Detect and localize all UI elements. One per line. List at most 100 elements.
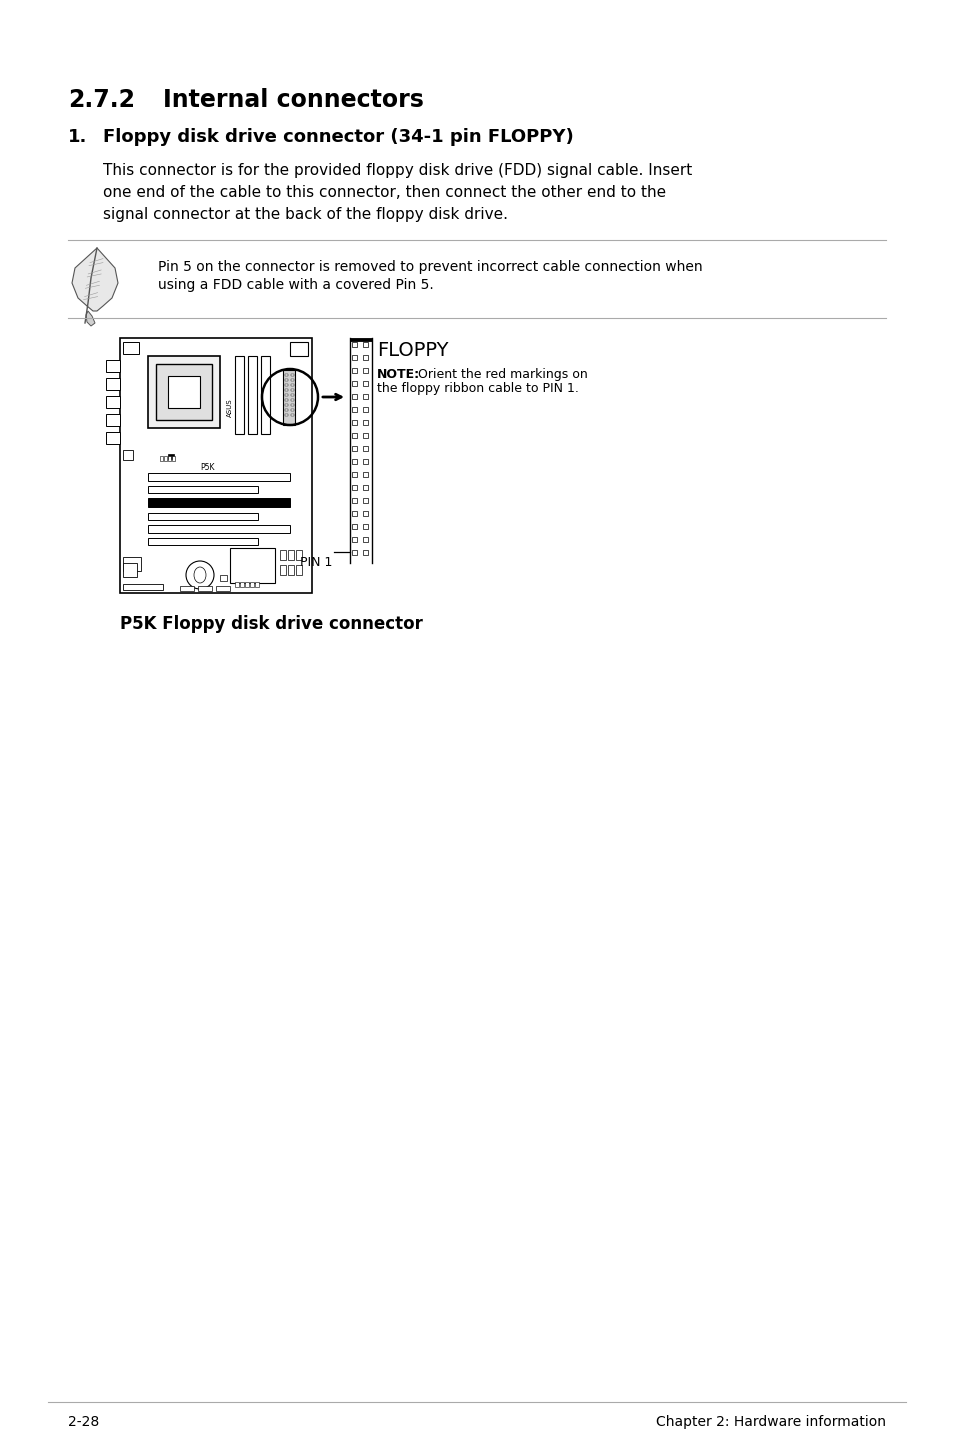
Bar — [291, 384, 294, 385]
Text: 1.: 1. — [68, 128, 88, 147]
Bar — [288, 565, 294, 575]
Bar — [285, 384, 288, 385]
Text: Internal connectors: Internal connectors — [163, 88, 423, 112]
Bar — [352, 355, 356, 360]
Bar — [291, 408, 294, 411]
Bar — [123, 450, 132, 460]
Bar — [352, 485, 356, 490]
Text: ASUS: ASUS — [227, 398, 233, 417]
Bar — [106, 431, 120, 444]
Bar — [290, 342, 308, 357]
Bar — [363, 446, 368, 452]
Bar — [291, 404, 294, 406]
Bar — [291, 398, 294, 401]
Bar — [285, 414, 288, 416]
Bar — [285, 394, 288, 395]
Bar — [250, 582, 253, 587]
Bar — [234, 582, 239, 587]
Bar — [168, 454, 173, 459]
Bar — [291, 380, 294, 381]
Bar — [148, 525, 290, 533]
Bar — [285, 398, 288, 401]
Bar — [245, 582, 249, 587]
Bar — [123, 342, 139, 354]
Bar — [215, 587, 230, 591]
Bar — [352, 523, 356, 529]
Bar — [285, 408, 288, 411]
Bar — [363, 472, 368, 477]
Bar — [363, 368, 368, 372]
Bar — [156, 364, 212, 420]
Bar — [285, 404, 288, 406]
Bar — [363, 549, 368, 555]
Text: signal connector at the back of the floppy disk drive.: signal connector at the back of the flop… — [103, 207, 507, 221]
Bar — [363, 510, 368, 516]
Text: Orient the red markings on: Orient the red markings on — [414, 368, 587, 381]
Bar — [295, 565, 302, 575]
Bar — [363, 355, 368, 360]
Bar — [352, 498, 356, 503]
Bar — [363, 407, 368, 413]
Bar — [295, 549, 302, 559]
Bar — [148, 498, 290, 508]
Bar — [168, 375, 200, 408]
Bar — [123, 557, 141, 571]
Bar — [291, 390, 294, 391]
Bar — [148, 473, 290, 480]
Bar — [261, 357, 270, 434]
Bar — [172, 456, 174, 462]
Bar — [352, 381, 356, 385]
Bar — [363, 420, 368, 426]
Text: NOTE:: NOTE: — [376, 368, 419, 381]
Bar — [352, 510, 356, 516]
Bar — [234, 357, 244, 434]
Text: Floppy disk drive connector (34-1 pin FLOPPY): Floppy disk drive connector (34-1 pin FL… — [103, 128, 573, 147]
Text: P5K Floppy disk drive connector: P5K Floppy disk drive connector — [120, 615, 422, 633]
Bar — [352, 342, 356, 347]
Bar — [291, 374, 294, 375]
Bar — [120, 338, 312, 592]
Bar — [123, 584, 163, 590]
Text: 2.7.2: 2.7.2 — [68, 88, 135, 112]
Bar — [363, 485, 368, 490]
Text: using a FDD cable with a covered Pin 5.: using a FDD cable with a covered Pin 5. — [158, 278, 434, 292]
Bar — [180, 587, 193, 591]
Bar — [352, 459, 356, 464]
Text: Pin 5 on the connector is removed to prevent incorrect cable connection when: Pin 5 on the connector is removed to pre… — [158, 260, 702, 275]
Bar — [291, 414, 294, 416]
Bar — [363, 394, 368, 398]
Text: Chapter 2: Hardware information: Chapter 2: Hardware information — [656, 1415, 885, 1429]
Bar — [352, 536, 356, 542]
Bar — [363, 381, 368, 385]
Bar — [352, 420, 356, 426]
Bar — [198, 587, 212, 591]
Bar — [352, 394, 356, 398]
Bar — [363, 536, 368, 542]
Text: 2-28: 2-28 — [68, 1415, 99, 1429]
Bar — [240, 582, 244, 587]
Bar — [352, 549, 356, 555]
Bar — [363, 498, 368, 503]
Bar — [148, 538, 257, 545]
Bar — [106, 395, 120, 408]
Text: This connector is for the provided floppy disk drive (FDD) signal cable. Insert: This connector is for the provided flopp… — [103, 162, 692, 178]
Bar — [363, 342, 368, 347]
Bar — [148, 357, 220, 429]
Bar — [148, 486, 257, 493]
Bar — [248, 357, 256, 434]
Bar — [280, 549, 286, 559]
Bar — [106, 414, 120, 426]
Bar — [168, 456, 171, 462]
Bar — [106, 360, 120, 372]
Bar — [230, 548, 274, 582]
Bar — [363, 523, 368, 529]
Bar — [160, 456, 163, 462]
Text: P5K: P5K — [200, 463, 214, 472]
Bar — [352, 433, 356, 439]
Text: FLOPPY: FLOPPY — [376, 341, 448, 360]
Bar — [285, 374, 288, 375]
Bar — [352, 472, 356, 477]
Bar — [350, 338, 372, 341]
Bar — [164, 456, 167, 462]
Text: PIN 1: PIN 1 — [299, 557, 332, 569]
